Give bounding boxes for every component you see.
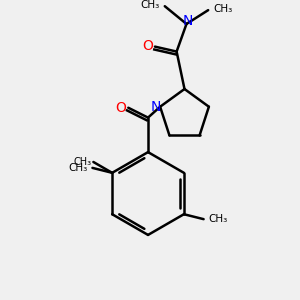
- Text: CH₃: CH₃: [208, 214, 228, 224]
- Text: CH₃: CH₃: [141, 0, 160, 10]
- Text: N: N: [182, 14, 193, 28]
- Text: CH₃: CH₃: [213, 4, 232, 14]
- Text: CH₃: CH₃: [68, 163, 88, 173]
- Text: N: N: [151, 100, 161, 114]
- Text: CH₃: CH₃: [73, 157, 92, 167]
- Text: O: O: [115, 101, 126, 115]
- Text: O: O: [142, 39, 154, 52]
